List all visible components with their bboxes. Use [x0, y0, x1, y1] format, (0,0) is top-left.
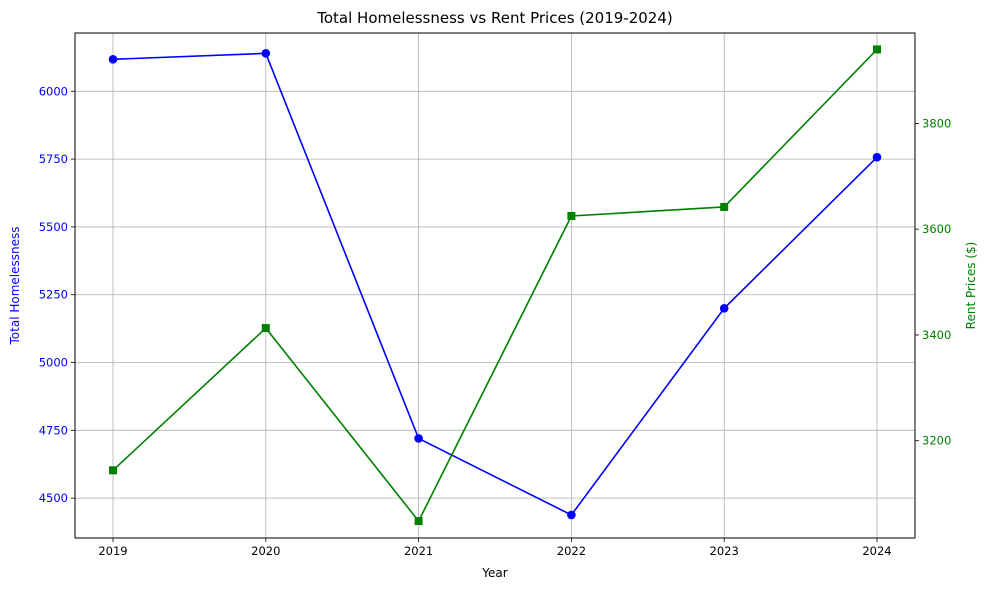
y-right-tick-label: 3200: [922, 434, 951, 448]
y-left-axis-label: Total Homelessness: [8, 227, 22, 346]
chart-title: Total Homelessness vs Rent Prices (2019-…: [316, 9, 673, 27]
y-left-tick-label: 5500: [39, 220, 68, 234]
y-left-tick-label: 5000: [39, 356, 68, 370]
total-homelessness-point: [108, 55, 118, 64]
rent-prices-point: [109, 466, 117, 475]
x-tick-label: 2019: [98, 544, 127, 558]
grid-layer: [75, 33, 915, 538]
total-homelessness-point: [261, 49, 271, 58]
y-right-tick-label: 3400: [922, 328, 951, 342]
rent-prices-point: [567, 211, 576, 220]
x-tick-label: 2021: [404, 544, 433, 558]
y-right-tick-label: 3800: [922, 116, 951, 130]
y-left-tick-label: 5750: [39, 152, 68, 166]
total-homelessness-point: [719, 303, 729, 313]
y-left-tick-label: 6000: [39, 84, 68, 98]
rent-prices-point: [873, 45, 881, 54]
series-layer: [108, 45, 882, 526]
x-axis-label: Year: [481, 566, 507, 580]
y-left-tick-label: 4750: [39, 423, 68, 437]
rent-prices-line: [112, 48, 878, 523]
y-right-tick-label: 3600: [922, 222, 951, 236]
axis-layer: 2019 2020 2021 2022 2023 2024 4500 4750 5000 5250…: [39, 84, 952, 558]
rent-prices-point: [414, 517, 423, 526]
y-left-tick-label: 4500: [39, 491, 68, 505]
plot-frame: [74, 32, 916, 539]
y-right-axis-label: Rent Prices ($): [964, 242, 978, 330]
rent-prices-point: [720, 202, 729, 211]
total-homelessness-point: [567, 510, 576, 520]
rent-prices-point: [261, 324, 270, 333]
y-left-tick-label: 5250: [39, 288, 68, 302]
x-tick-label: 2024: [862, 544, 891, 558]
x-tick-label: 2023: [710, 544, 739, 558]
total-homelessness-line: [112, 52, 878, 516]
x-tick-label: 2020: [251, 544, 280, 558]
total-homelessness-point: [414, 434, 423, 443]
x-tick-label: 2022: [557, 544, 586, 558]
total-homelessness-point: [872, 152, 882, 162]
